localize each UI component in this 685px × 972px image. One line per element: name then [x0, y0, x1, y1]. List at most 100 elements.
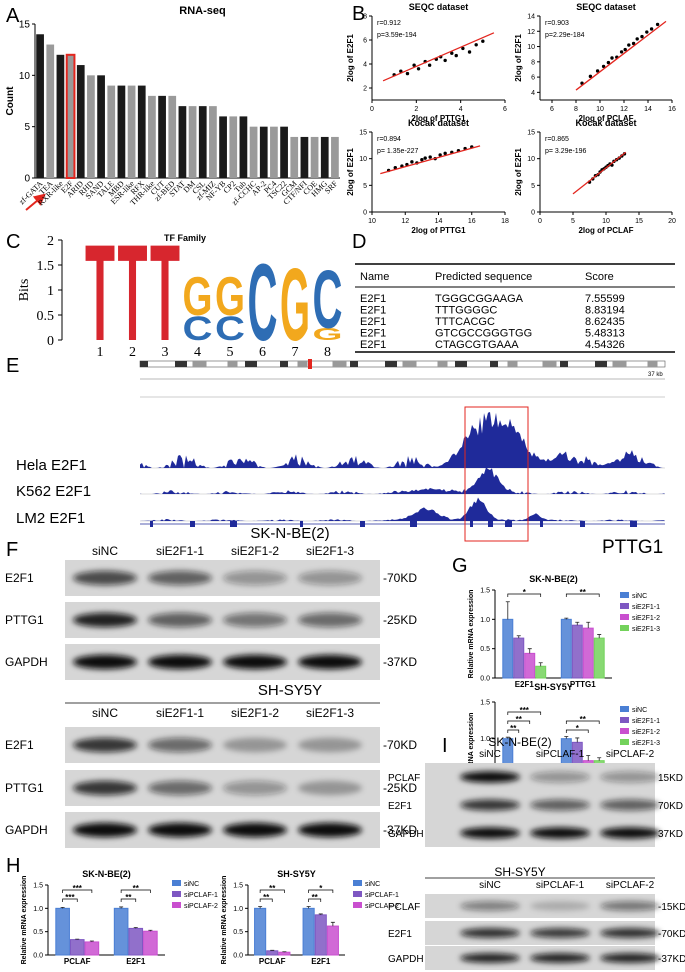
legend-label: siPCLAF-1 — [184, 892, 218, 899]
logo-letter: C — [215, 309, 245, 348]
exon — [360, 521, 365, 527]
logo-letter: C — [183, 309, 213, 348]
chart-title: Kocak dataset — [575, 118, 636, 128]
legend-swatch — [353, 880, 362, 886]
point — [595, 69, 600, 73]
fit-line — [575, 20, 667, 91]
ideogram-band — [437, 361, 448, 367]
significance-bracket — [120, 898, 137, 902]
point — [443, 151, 447, 156]
bar — [259, 126, 268, 178]
bar — [117, 85, 126, 178]
y-tick-label: 8 — [531, 59, 535, 66]
table-cell: 7.55599 — [585, 293, 625, 305]
x-tick-label: 10 — [368, 218, 376, 225]
significance-bracket — [507, 711, 542, 715]
chart-title: Kocak dataset — [408, 118, 469, 128]
panel-label: A — [6, 5, 20, 27]
annotation: r=0.865 — [545, 136, 569, 143]
y-tick-label: 0.5 — [233, 929, 243, 936]
significance-label: * — [319, 884, 323, 893]
bar — [87, 75, 95, 178]
error-bar — [258, 906, 263, 909]
lane-label: siE2F1-1 — [156, 544, 204, 558]
gene-label: PTTG1 — [602, 537, 663, 558]
blot-band — [148, 737, 212, 753]
chart-title: SEQC dataset — [409, 2, 469, 12]
blot-band — [530, 771, 590, 783]
bar — [168, 95, 177, 178]
significance-label: ** — [312, 893, 319, 902]
legend-swatch — [620, 739, 629, 745]
lane-label: siNC — [479, 749, 501, 760]
error-bar — [564, 736, 569, 739]
y-axis-label: 2log of E2F1 — [514, 148, 523, 196]
bar — [266, 950, 279, 956]
cell-line-title: SK-N-BE(2) — [250, 525, 329, 542]
y-tick-label: 10 — [359, 156, 367, 163]
y-axis-label: 2log of E2F1 — [346, 148, 355, 196]
blot-band — [298, 612, 362, 628]
blot-band — [298, 654, 362, 670]
point — [631, 41, 636, 46]
bar — [148, 95, 156, 178]
x-tick-label: 10 — [602, 218, 610, 225]
legend-label: siPCLAF-2 — [184, 903, 218, 910]
fit-line — [382, 32, 495, 82]
legend-swatch — [620, 717, 629, 723]
bar — [55, 907, 70, 956]
table-cell: GTCGCCGGGTGG — [435, 328, 532, 340]
blot-band — [223, 612, 287, 628]
legend-label: siNC — [365, 881, 380, 888]
logo-position: 5 — [227, 345, 234, 360]
bar — [270, 126, 278, 178]
x-axis-label: 2log of PCLAF — [578, 226, 633, 235]
blot-band — [460, 901, 520, 911]
table-header: Name — [360, 271, 389, 283]
exon — [540, 521, 543, 527]
chart-title: SK-N-BE(2) — [529, 574, 578, 584]
point — [474, 43, 478, 47]
bar — [219, 116, 227, 178]
logo-position: 6 — [259, 345, 266, 360]
cell-line-title: SH-SY5Y — [494, 865, 545, 879]
coverage-track — [140, 411, 665, 468]
protein-label: E2F1 — [388, 929, 412, 940]
y-tick-label: 1.0 — [480, 736, 490, 743]
y-tick-label: 1.5 — [233, 883, 243, 890]
ideogram-band — [560, 361, 568, 367]
logo-y-tick-label: 1 — [47, 284, 54, 299]
point — [606, 60, 611, 65]
table-header: Predicted sequence — [435, 271, 532, 283]
ideogram-band — [455, 361, 467, 367]
cell-line-title: SH-SY5Y — [258, 682, 322, 699]
bar — [69, 939, 85, 956]
exon — [150, 521, 153, 527]
ideogram-band — [402, 361, 417, 367]
logo-letter: G — [280, 248, 310, 363]
y-tick-label: 5 — [24, 122, 30, 133]
significance-bracket — [308, 898, 322, 902]
point — [416, 67, 421, 71]
blot-band — [460, 827, 520, 839]
point — [655, 22, 660, 27]
panel-label: C — [6, 231, 20, 253]
error-bar — [575, 621, 580, 626]
x-tick-label: 15 — [635, 218, 643, 225]
logo-position: 7 — [292, 345, 299, 360]
chart-title: SH-SY5Y — [277, 869, 316, 879]
bar — [198, 106, 207, 178]
bar — [97, 75, 105, 178]
table-cell: TTTCACGC — [435, 316, 495, 328]
x-tick-label: 12 — [620, 106, 628, 113]
ideogram-band — [297, 361, 308, 367]
logo-letter: G — [313, 325, 343, 344]
blot-band — [223, 780, 287, 796]
point — [427, 63, 432, 67]
ideogram-band — [542, 361, 557, 367]
table-cell: TTTGGGGC — [435, 305, 497, 317]
y-axis-label: Relative mRNA expression — [468, 590, 475, 679]
point — [645, 30, 649, 34]
x-tick-label: 14 — [644, 106, 652, 113]
